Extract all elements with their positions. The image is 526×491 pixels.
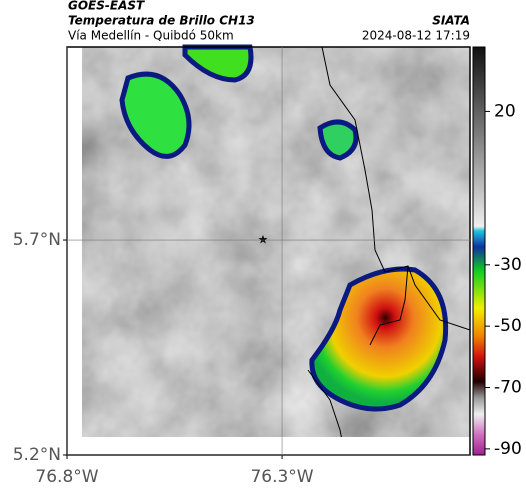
x-tick-label: 76.8°W [35,467,98,487]
colorbar-tick-label: -70 [494,378,522,398]
y-tick-label: 5.7°N [13,230,61,250]
satellite-image: ★ [82,44,471,456]
product: Temperatura de Brillo CH13 [68,14,255,28]
y-tick-label: 5.2°N [13,445,61,465]
route: Vía Medellín - Quibdó 50km [68,29,234,43]
timestamp: 2024-08-12 17:19 [362,29,470,43]
colorbar-tick-label: -90 [494,439,522,459]
x-tick-label: 76.3°W [250,467,313,487]
colorbar-tick-label: 20 [494,101,516,121]
colorbar-tick-label: -50 [494,316,522,336]
svg-text:★: ★ [258,233,269,247]
source: SIATA [432,14,470,28]
colorbar-tick-label: -30 [494,255,522,275]
colorbar [472,46,486,456]
satellite: GOES-EAST [68,0,145,13]
